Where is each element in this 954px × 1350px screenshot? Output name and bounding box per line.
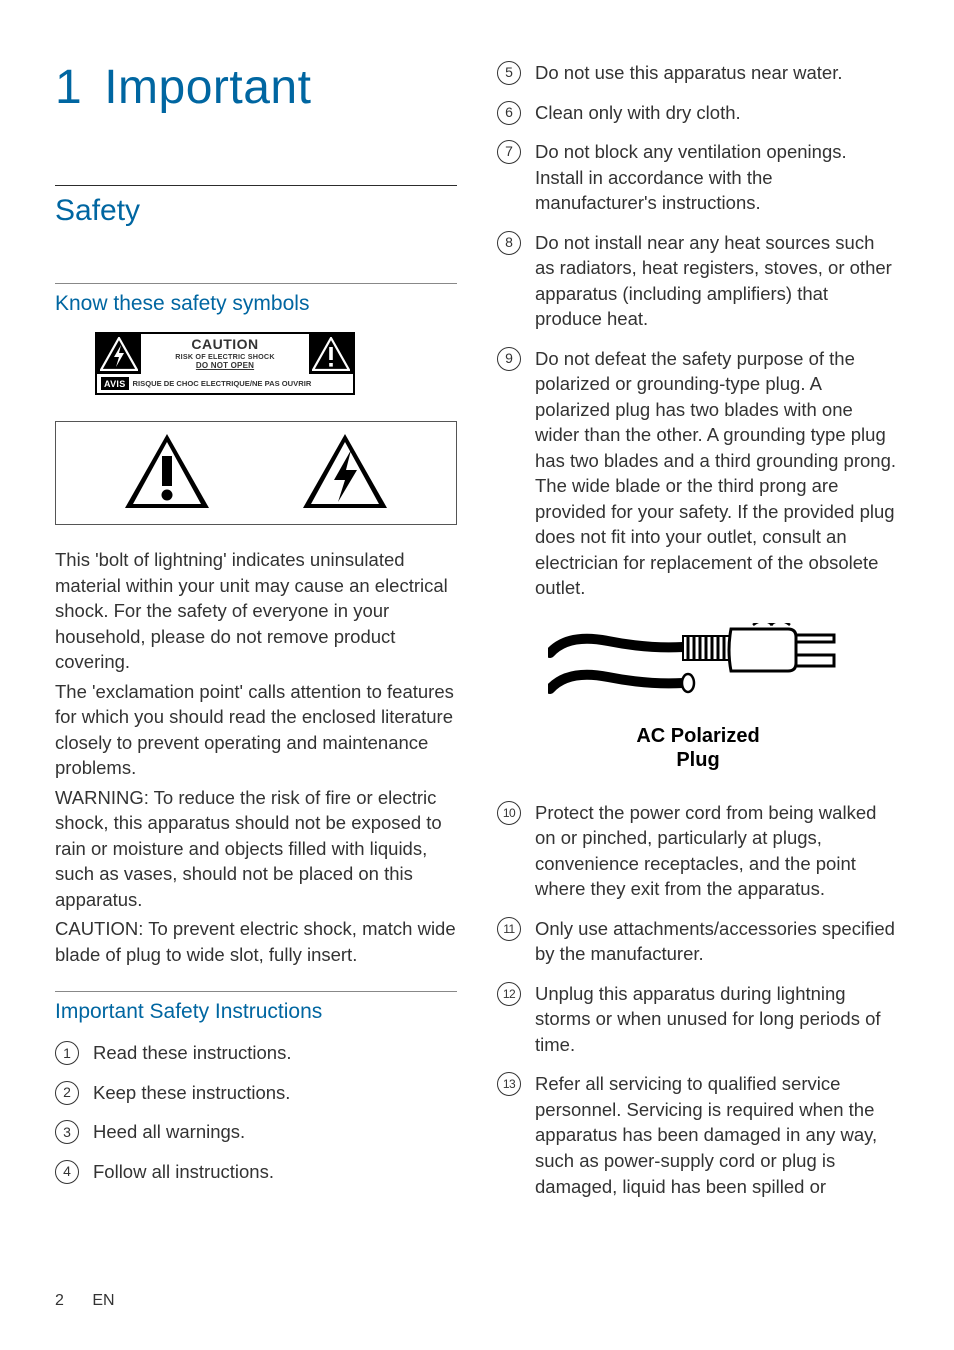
- list-item: 3 Heed all warnings.: [55, 1119, 457, 1145]
- bolt-triangle-icon: [97, 334, 141, 374]
- section-title: Safety: [55, 185, 457, 228]
- paragraph-caution: CAUTION: To prevent electric shock, matc…: [55, 916, 457, 967]
- list-marker: 5: [497, 61, 521, 85]
- list-item: 9 Do not defeat the safety purpose of the…: [497, 346, 899, 601]
- avis-badge: AVIS: [101, 377, 129, 390]
- list-text: Do not block any ventilation openings. I…: [535, 139, 899, 216]
- exclamation-triangle-large-icon: [123, 432, 211, 515]
- list-marker: 9: [497, 347, 521, 371]
- list-text: Read these instructions.: [93, 1040, 457, 1066]
- list-marker: 13: [497, 1072, 521, 1096]
- instruction-list-right-b: 10 Protect the power cord from being walk…: [497, 800, 899, 1199]
- subsection-safety-instructions: Important Safety Instructions: [55, 991, 457, 1024]
- list-item: 12 Unplug this apparatus during lightning…: [497, 981, 899, 1058]
- list-item: 4 Follow all instructions.: [55, 1159, 457, 1185]
- list-item: 2 Keep these instructions.: [55, 1080, 457, 1106]
- plug-caption-line2: Plug: [497, 748, 899, 772]
- list-text: Keep these instructions.: [93, 1080, 457, 1106]
- page-lang: EN: [92, 1292, 114, 1309]
- list-item: 1 Read these instructions.: [55, 1040, 457, 1066]
- instruction-list-left: 1 Read these instructions. 2 Keep these in…: [55, 1040, 457, 1184]
- chapter-number: 1: [55, 61, 82, 114]
- caution-label: CAUTION RISK OF ELECTRIC SHOCK DO NOT OP…: [95, 332, 355, 395]
- safety-symbols-box: [55, 421, 457, 525]
- list-marker: 1: [55, 1041, 79, 1065]
- instruction-list-right-a: 5 Do not use this apparatus near water. 6…: [497, 60, 899, 601]
- chapter-title: 1 Important: [55, 60, 457, 115]
- list-text: Do not install near any heat sources suc…: [535, 230, 899, 332]
- list-text: Only use attachments/accessories specifi…: [535, 916, 899, 967]
- page-number: 2: [55, 1292, 64, 1309]
- list-text: Follow all instructions.: [93, 1159, 457, 1185]
- list-text: Clean only with dry cloth.: [535, 100, 899, 126]
- list-text: Protect the power cord from being walked…: [535, 800, 899, 902]
- chapter-title-text: Important: [104, 61, 311, 114]
- exclamation-triangle-icon: [309, 334, 353, 374]
- list-item: 6 Clean only with dry cloth.: [497, 100, 899, 126]
- list-item: 13 Refer all servicing to qualified servi…: [497, 1071, 899, 1199]
- paragraph-bolt: This 'bolt of lightning' indicates unins…: [55, 547, 457, 675]
- list-text: Unplug this apparatus during lightning s…: [535, 981, 899, 1058]
- list-marker: 11: [497, 917, 521, 941]
- list-marker: 8: [497, 231, 521, 255]
- list-item: 7 Do not block any ventilation openings. …: [497, 139, 899, 216]
- plug-icon: [548, 702, 848, 719]
- avis-text: RISQUE DE CHOC ELECTRIQUE/NE PAS OUVRIR: [133, 379, 312, 388]
- list-item: 5 Do not use this apparatus near water.: [497, 60, 899, 86]
- list-marker: 7: [497, 140, 521, 164]
- plug-caption-line1: AC Polarized: [497, 724, 899, 748]
- list-item: 8 Do not install near any heat sources su…: [497, 230, 899, 332]
- list-text: Refer all servicing to qualified service…: [535, 1071, 899, 1199]
- list-item: 10 Protect the power cord from being walk…: [497, 800, 899, 902]
- list-text: Do not use this apparatus near water.: [535, 60, 899, 86]
- list-marker: 3: [55, 1120, 79, 1144]
- list-marker: 4: [55, 1160, 79, 1184]
- caution-line1: CAUTION: [141, 336, 309, 352]
- list-item: 11 Only use attachments/accessories speci…: [497, 916, 899, 967]
- plug-figure: AC Polarized Plug: [497, 623, 899, 772]
- list-marker: 12: [497, 982, 521, 1006]
- list-text: Heed all warnings.: [93, 1119, 457, 1145]
- caution-line3: DO NOT OPEN: [141, 361, 309, 370]
- caution-line2: RISK OF ELECTRIC SHOCK: [141, 352, 309, 361]
- list-text: Do not defeat the safety purpose of the …: [535, 346, 899, 601]
- list-marker: 2: [55, 1081, 79, 1105]
- page-footer: 2 EN: [55, 1292, 115, 1310]
- paragraph-exclamation: The 'exclamation point' calls attention …: [55, 679, 457, 781]
- paragraph-warning: WARNING: To reduce the risk of fire or e…: [55, 785, 457, 913]
- list-marker: 10: [497, 801, 521, 825]
- list-marker: 6: [497, 101, 521, 125]
- subsection-safety-symbols: Know these safety symbols: [55, 283, 457, 316]
- bolt-triangle-large-icon: [301, 432, 389, 515]
